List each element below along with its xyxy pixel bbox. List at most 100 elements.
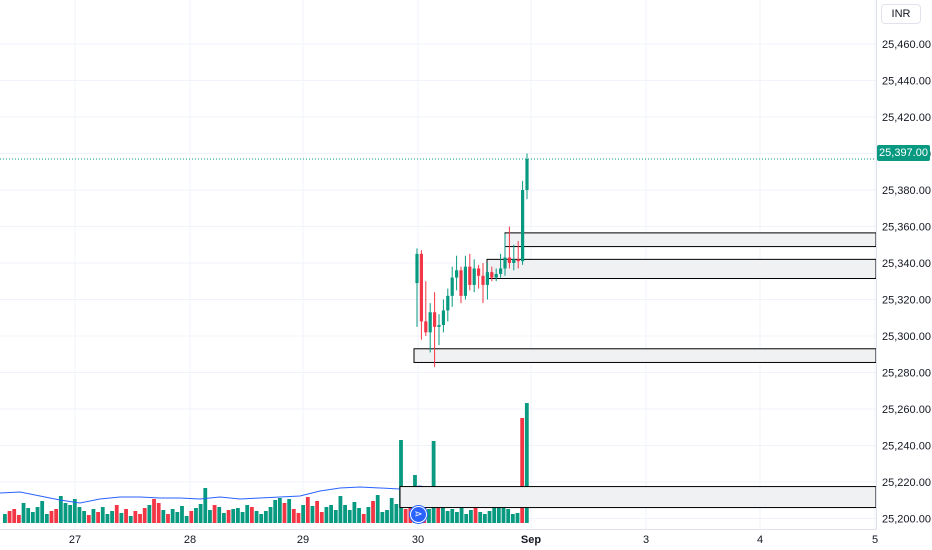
volume-bar <box>287 499 292 523</box>
volume-bar <box>343 505 347 523</box>
candle[interactable] <box>415 248 419 327</box>
currency-badge[interactable]: INR <box>881 4 921 24</box>
candle-body <box>516 259 520 262</box>
last-price-label: 25,397.00 <box>877 145 930 161</box>
volume-bar <box>427 509 431 523</box>
candle[interactable] <box>477 264 481 289</box>
volume-bar <box>35 507 40 523</box>
volume-bar <box>217 507 222 523</box>
candle[interactable] <box>507 226 511 269</box>
volume-bar <box>26 508 31 523</box>
candle[interactable] <box>472 259 476 293</box>
candle[interactable] <box>468 253 472 291</box>
candle[interactable] <box>485 263 489 300</box>
volume-bar <box>16 515 21 523</box>
volume-bar <box>455 512 459 523</box>
volume-bar <box>366 507 371 523</box>
time-axis: 27 28 29 30 Sep 3 4 5 <box>69 534 878 546</box>
volume-bar <box>91 509 96 523</box>
volume-bar <box>524 403 529 523</box>
candle[interactable] <box>433 292 437 368</box>
volume-bar <box>510 514 515 523</box>
volume-bar <box>441 497 445 523</box>
volume-bar <box>501 501 506 523</box>
candle-body <box>512 259 516 263</box>
candle[interactable] <box>419 250 423 340</box>
candle[interactable] <box>490 266 494 282</box>
candle[interactable] <box>503 233 507 276</box>
price-tick-label: 25,340.00 <box>882 258 931 270</box>
volume-bar <box>236 508 240 523</box>
volume-bar <box>240 512 245 523</box>
price-tick-label: 25,200.00 <box>882 514 931 526</box>
volume-bar <box>105 514 110 523</box>
volume-bar <box>119 513 124 523</box>
candle[interactable] <box>450 266 454 307</box>
candle[interactable] <box>446 288 450 322</box>
candle-body <box>455 270 459 278</box>
candle[interactable] <box>521 180 525 265</box>
candle[interactable] <box>459 266 463 304</box>
dividend-event-icon[interactable]: ⋗ <box>410 506 427 523</box>
volume-bar <box>487 511 492 523</box>
volume-bar <box>12 509 17 523</box>
volume-bar <box>436 503 441 523</box>
candle[interactable] <box>441 299 445 333</box>
candle[interactable] <box>525 153 529 200</box>
volume-bar <box>54 509 59 523</box>
candle[interactable] <box>424 281 428 336</box>
zone-box[interactable] <box>413 348 877 363</box>
candle[interactable] <box>428 303 432 353</box>
candle[interactable] <box>499 253 503 278</box>
candle-body <box>428 312 432 333</box>
volume-bar <box>291 509 296 523</box>
volume-bar <box>301 505 306 523</box>
zone-box[interactable] <box>486 258 877 280</box>
volume-bar <box>96 512 100 523</box>
volume-bar <box>394 504 399 523</box>
zone-box[interactable] <box>399 486 877 509</box>
volume-bar <box>245 505 250 523</box>
volume-bar <box>184 516 189 523</box>
candle-body <box>415 253 419 284</box>
volume-bar <box>282 503 287 523</box>
candle[interactable] <box>481 263 485 304</box>
candle-body <box>463 266 467 296</box>
volume-bar <box>72 499 77 523</box>
volume-bar <box>506 509 511 523</box>
volume-bar <box>371 501 375 523</box>
candle[interactable] <box>516 241 520 269</box>
volume-bar <box>170 509 175 523</box>
price-tick-label: 25,380.00 <box>882 185 931 197</box>
volume-bar <box>77 507 82 523</box>
volume-bar <box>357 508 361 523</box>
price-tick-label: 25,260.00 <box>882 404 931 416</box>
candle-body <box>477 268 481 276</box>
price-tick-label: 25,420.00 <box>882 112 931 124</box>
candle-body <box>441 310 445 326</box>
volume-bar <box>478 512 483 523</box>
zone-box[interactable] <box>504 232 877 248</box>
candle-body <box>419 253 423 322</box>
candle[interactable] <box>437 314 441 346</box>
volume-bar <box>259 514 264 523</box>
volume-bar <box>100 507 105 523</box>
volume-bar <box>305 497 310 523</box>
volume-bar <box>473 507 478 523</box>
time-tick-label: Sep <box>521 534 541 546</box>
candle[interactable] <box>512 244 516 271</box>
volume-bar <box>152 499 156 523</box>
volume-bar <box>380 512 385 523</box>
volume-bar <box>296 513 301 523</box>
volume-bar <box>198 504 203 523</box>
price-tick-label: 25,240.00 <box>882 441 931 453</box>
candle[interactable] <box>455 255 459 291</box>
candle[interactable] <box>463 255 467 300</box>
volume-bar <box>68 505 73 523</box>
candle[interactable] <box>494 268 498 282</box>
volume-bar <box>226 510 231 523</box>
volume-bar <box>147 505 152 523</box>
volume-bar <box>496 504 501 523</box>
candle-body <box>472 268 476 285</box>
